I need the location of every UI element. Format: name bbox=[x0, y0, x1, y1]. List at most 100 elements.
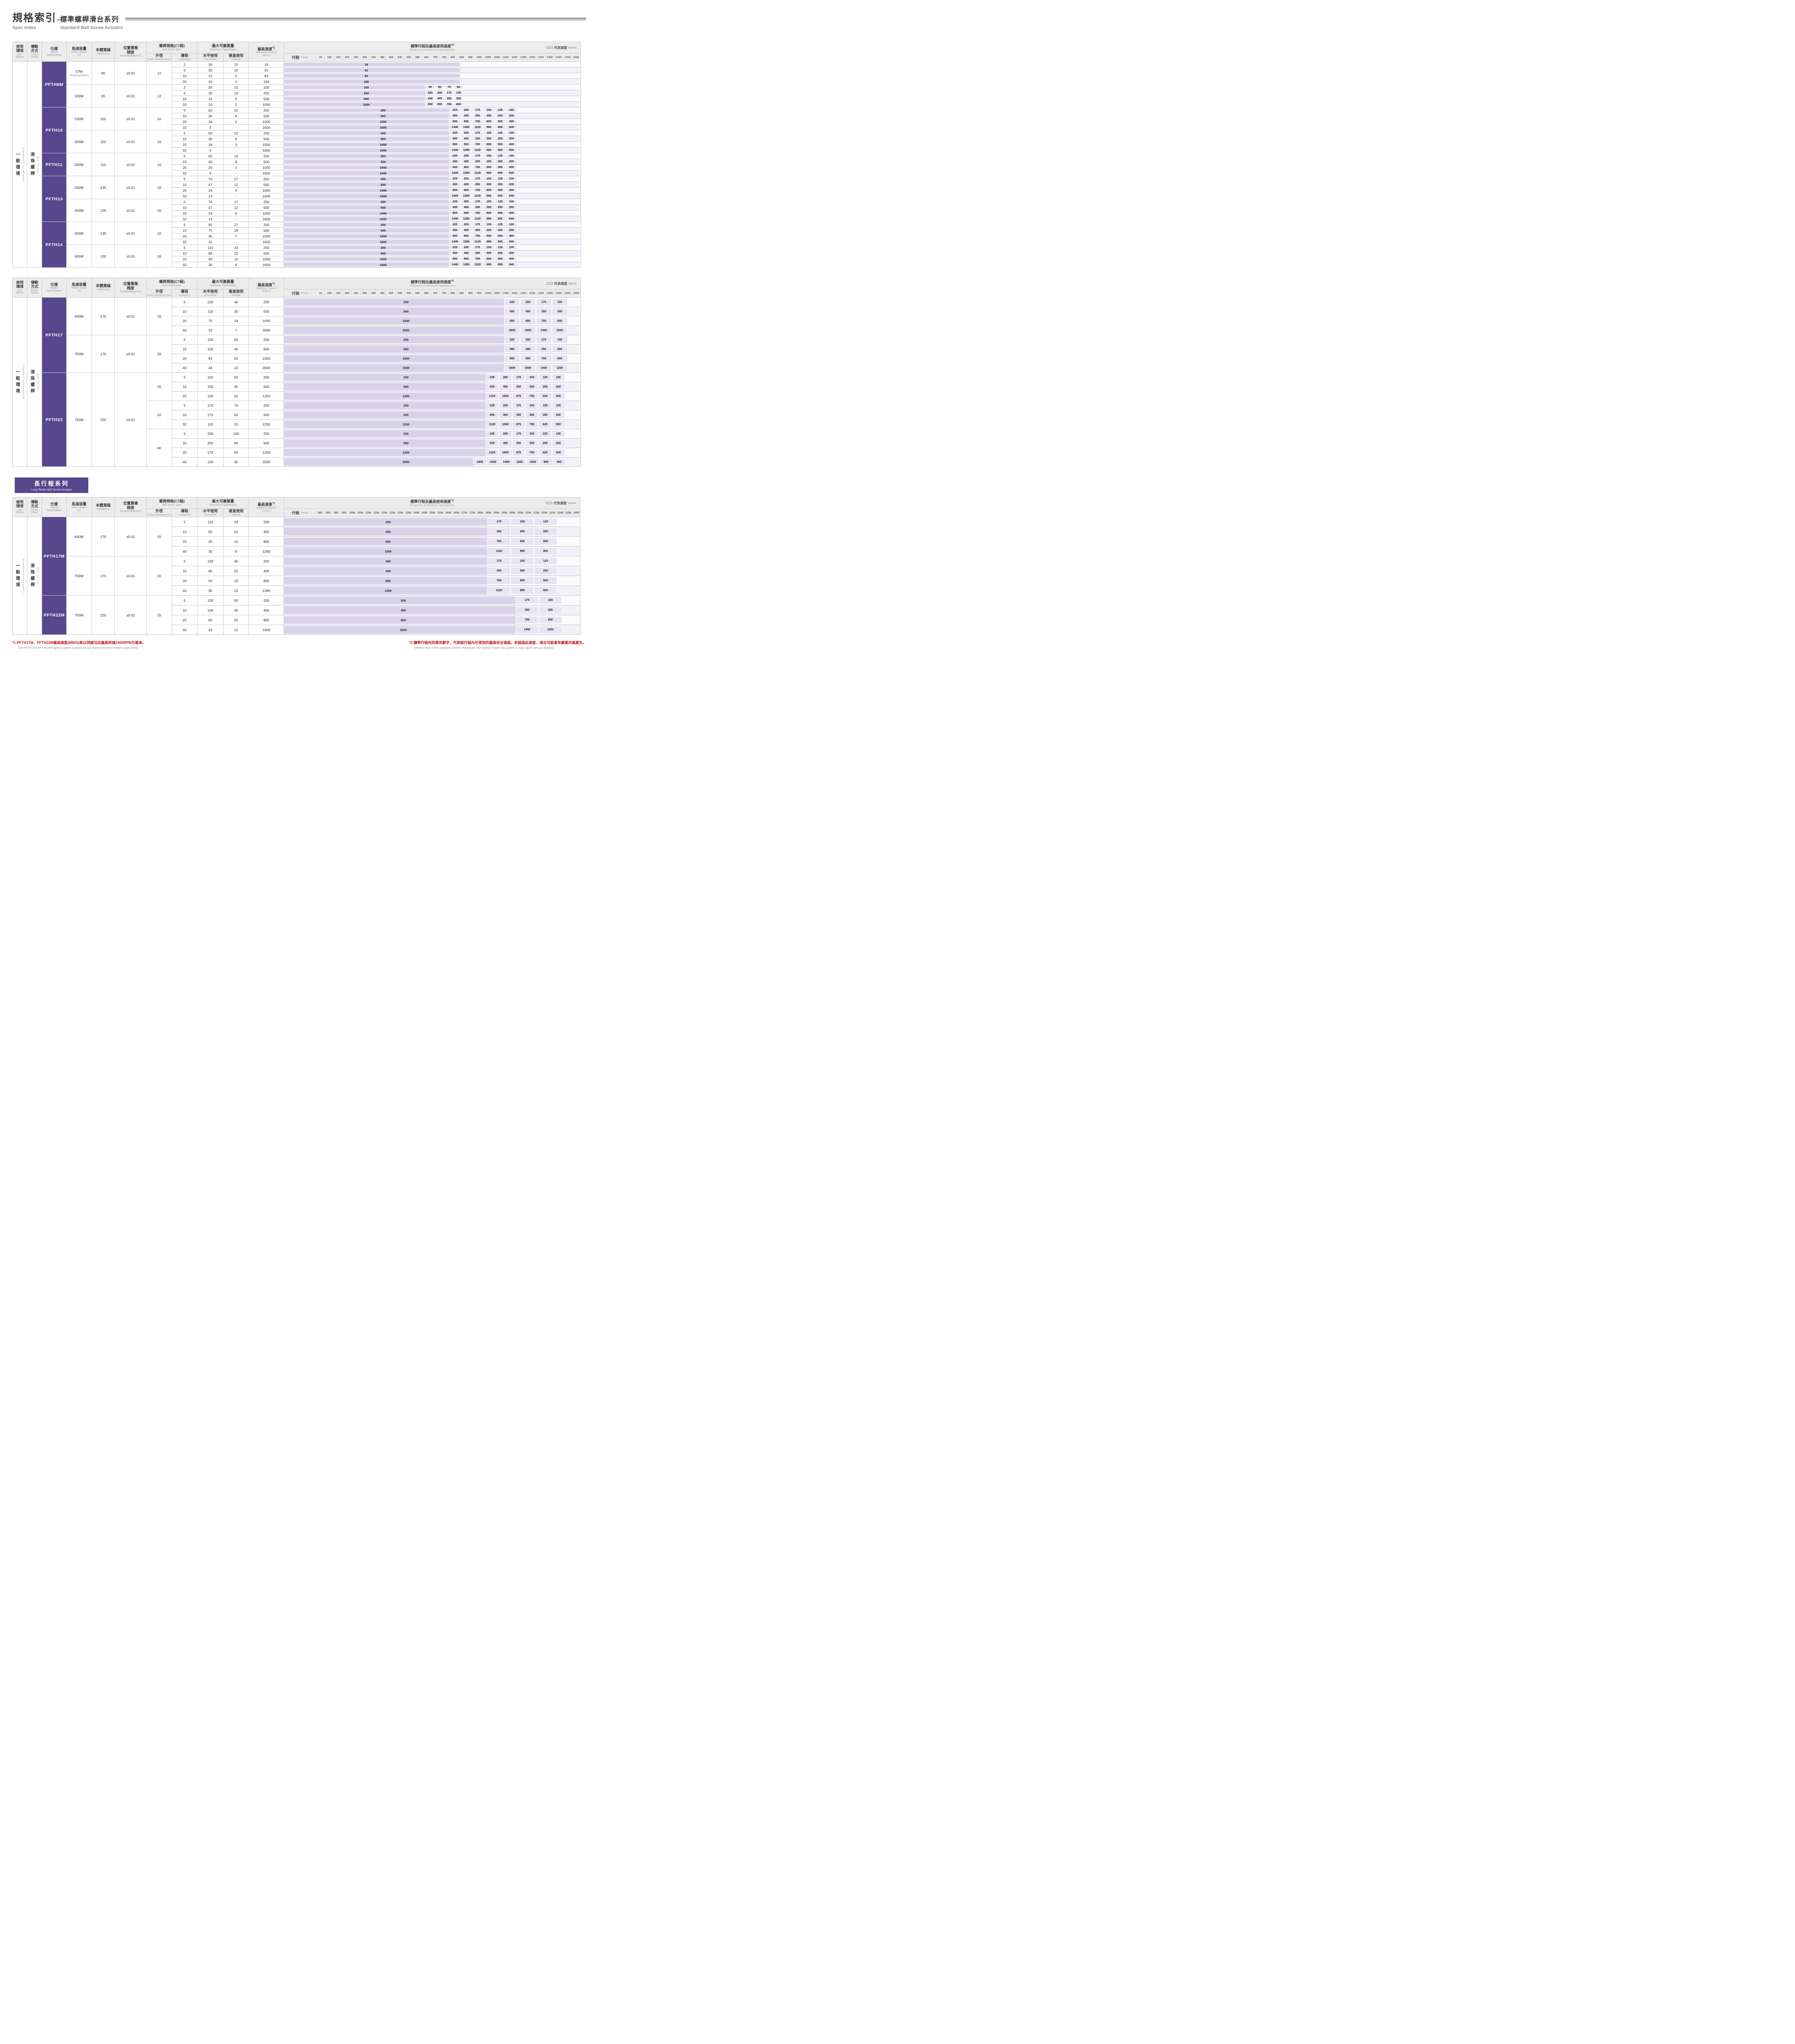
vertical-payload-cell: 75 bbox=[223, 401, 249, 410]
stroke-chart: 200 175 150 bbox=[284, 595, 580, 605]
derated-speed-cell: 1120 bbox=[472, 240, 484, 244]
stroke-max-speed-label: 500 bbox=[380, 251, 386, 255]
stroke-bar bbox=[284, 223, 450, 226]
max-speed-cell: 1600 bbox=[249, 216, 285, 222]
derated-speed-cell: 100 bbox=[551, 374, 565, 381]
derated-speed-cell: 500 bbox=[534, 577, 557, 585]
max-speed-cell: 1000 bbox=[249, 119, 285, 125]
derated-speed-cell: 90 bbox=[425, 85, 435, 89]
vertical-payload-cell: 8 bbox=[223, 262, 249, 268]
lead-cell: 5 bbox=[172, 372, 197, 382]
vertical-payload-cell: 8 bbox=[223, 113, 249, 119]
lead-cell: 10 bbox=[172, 159, 197, 165]
max-speed-cell: 250 bbox=[249, 130, 285, 136]
stroke-max-speed-label: 250 bbox=[403, 403, 409, 408]
derated-speed-cell: 175 bbox=[515, 596, 539, 604]
lead-cell: 20 bbox=[172, 256, 197, 262]
stroke-chart: 500 450 400 350 300 250 200 bbox=[284, 250, 581, 256]
horizontal-payload-cell: 150 bbox=[197, 382, 224, 392]
derated-speed-cell: 1120 bbox=[472, 126, 484, 129]
speed-legend: 代表速度 Speed bbox=[546, 281, 576, 286]
stroke-tick: 2300 bbox=[556, 510, 564, 515]
derated-speed-cell: 400 bbox=[435, 97, 445, 101]
header-vertical-payload: 垂直使用 Vertical bbox=[223, 53, 249, 62]
derated-speed-cell: 1125 bbox=[485, 421, 499, 428]
horizontal-payload-cell: 105 bbox=[197, 391, 224, 401]
stroke-max-speed-label: 400 bbox=[385, 569, 391, 573]
dia-cell: 16 bbox=[146, 107, 172, 130]
max-speed-cell: 250 bbox=[249, 372, 285, 382]
width-cell: 135 bbox=[92, 222, 115, 245]
stroke-max-speed-label: 500 bbox=[380, 183, 386, 186]
header-repeatability: 位置重複 精度 Repeatability(mm) bbox=[114, 42, 147, 62]
vertical-payload-cell: 12 bbox=[223, 204, 249, 211]
stroke-max-speed-label: 1000 bbox=[379, 188, 387, 192]
vertical-payload-cell: 20 bbox=[223, 391, 249, 401]
stroke-max-speed-label: 500 bbox=[403, 347, 409, 351]
spec-row: 20 40 10 800 800 700 600 500 bbox=[13, 536, 580, 547]
lead-cell: 5 bbox=[172, 297, 197, 307]
derated-speed-cell: 750 bbox=[525, 421, 539, 428]
derated-speed-cell: 1200 bbox=[551, 327, 568, 334]
stroke-bar bbox=[284, 120, 450, 123]
max-speed-cell: 250 bbox=[249, 222, 285, 228]
stroke-max-speed-label: 400 bbox=[401, 608, 406, 612]
vertical-payload-cell: 45 bbox=[223, 382, 249, 392]
width-cell: 102 bbox=[92, 107, 115, 130]
derated-speed-cell: 1280 bbox=[460, 217, 472, 221]
derated-speed-cell: 250 bbox=[494, 160, 506, 164]
lead-cell: 10 bbox=[172, 250, 197, 256]
stroke-chart: 250 225 200 175 150 bbox=[284, 90, 581, 96]
stroke-bar bbox=[284, 449, 486, 456]
spec-row: 32 15-1600 1600 1440 1280 1120 960 800 640 bbox=[13, 239, 581, 245]
spec-row: 10 120 40 500 500 450 400 350 300 bbox=[13, 344, 581, 354]
spec-row: 10 150 45 500 500 450 400 350 300 250 200 bbox=[13, 382, 581, 392]
lead-cell: 5 bbox=[172, 244, 197, 251]
stroke-tick: 950 bbox=[340, 510, 348, 515]
speed-legend-label: 代表速度 bbox=[554, 501, 567, 505]
stroke-tick: 100 bbox=[325, 55, 334, 60]
stroke-max-speed-label: 200 bbox=[385, 520, 391, 524]
derated-speed-cell: 100 bbox=[551, 430, 565, 437]
derated-speed-cell: 250 bbox=[494, 183, 506, 186]
stroke-chart: 250 225 200 175 150 125 100 bbox=[284, 130, 581, 136]
header-use-where: 使用 環境 Use Where bbox=[12, 278, 27, 298]
vertical-payload-cell: 12 bbox=[223, 625, 249, 635]
stroke-chart: 83 bbox=[284, 73, 581, 79]
model-cell: PFTH13 bbox=[42, 176, 67, 222]
horizontal-payload-cell: 130 bbox=[197, 457, 224, 467]
stroke-chart: 1250 1125 1000 875 750 625 500 bbox=[284, 391, 581, 401]
derated-speed-cell: 1280 bbox=[460, 194, 472, 198]
derated-speed-cell: 1200 bbox=[551, 364, 568, 372]
stroke-bar bbox=[284, 538, 488, 545]
stroke-bar bbox=[284, 85, 426, 89]
derated-speed-cell: 200 bbox=[506, 251, 517, 255]
stroke-bar bbox=[284, 108, 450, 112]
derated-speed-cell: 150 bbox=[454, 91, 464, 95]
derated-speed-cell: 200 bbox=[506, 137, 517, 141]
stroke-tick: 700 bbox=[430, 291, 439, 296]
stroke-chart: 1250 1125 1000 875 750 625 500 bbox=[284, 419, 581, 429]
long-stroke-badge: 長行程系列 Long Stroke Ball Screw Actuator bbox=[15, 477, 88, 493]
dia-cell: 20 bbox=[146, 335, 172, 373]
stroke-max-speed-label: 100 bbox=[363, 85, 369, 89]
width-cell: 135 bbox=[92, 176, 115, 199]
vertical-payload-cell: 10 bbox=[223, 67, 249, 73]
derated-speed-cell: 900 bbox=[449, 166, 461, 169]
derated-speed-cell: 500 bbox=[551, 421, 565, 428]
spec-row: 40 5 200 100 250 250 225 200 175 150 125 100 bbox=[13, 429, 581, 467]
derated-speed-cell: 700 bbox=[472, 120, 484, 123]
footnote-1-zh: *1:PFTH17M、PFTH22M最高速度(MM/S)是以伺服马达最高转速24… bbox=[12, 641, 146, 645]
speed-legend-label: 代表速度 bbox=[554, 282, 567, 285]
derated-speed-cell: 625 bbox=[538, 392, 552, 400]
horizontal-payload-cell: 70 bbox=[197, 199, 224, 205]
max-speed-cell: 2000 bbox=[249, 457, 285, 467]
horizontal-payload-cell: 10 bbox=[197, 101, 224, 108]
stroke-scale-label: 行程 Stroke bbox=[292, 291, 308, 296]
derated-speed-cell: 350 bbox=[536, 345, 552, 353]
derated-speed-cell: 300 bbox=[483, 114, 495, 118]
derated-speed-cell: 250 bbox=[494, 137, 506, 141]
derated-speed-cell: 800 bbox=[460, 166, 472, 169]
stroke-tick: 1800 bbox=[476, 510, 484, 515]
lead-cell: 10 bbox=[172, 527, 197, 537]
